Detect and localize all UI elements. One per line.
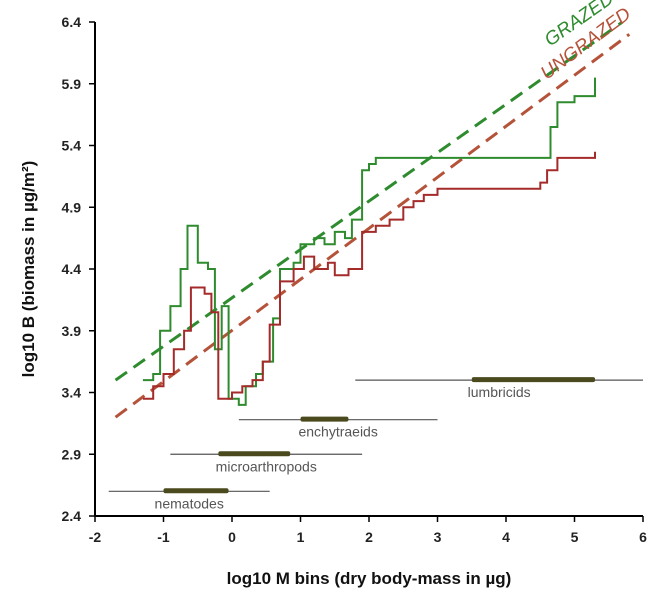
y-tick-label: 2.9 xyxy=(62,446,82,462)
x-tick-label: 3 xyxy=(434,529,442,545)
y-axis-title: log10 B (biomass in µg/m²) xyxy=(19,161,38,378)
range-bar-nematodes xyxy=(163,488,229,494)
x-tick-label: 5 xyxy=(571,529,579,545)
y-tick-label: 5.9 xyxy=(62,76,82,92)
series-line-ungrazed xyxy=(142,151,596,400)
range-label-nematodes: nematodes xyxy=(155,495,224,511)
y-tick-label: 3.4 xyxy=(62,385,82,401)
y-tick-label: 3.9 xyxy=(62,323,82,339)
y-tick-label: 4.9 xyxy=(62,199,82,215)
range-bar-enchytraeids xyxy=(300,416,349,422)
fit-line-ungrazed xyxy=(114,33,631,419)
y-tick-label: 2.4 xyxy=(62,508,82,524)
y-tick-label: 6.4 xyxy=(62,14,82,30)
y-tick-label: 5.4 xyxy=(62,138,82,154)
range-bar-microarthropods xyxy=(218,451,291,457)
range-label-enchytraeids: enchytraeids xyxy=(298,424,377,440)
range-label-lumbricids: lumbricids xyxy=(468,384,531,400)
series-line-grazed xyxy=(142,77,596,406)
x-tick-label: 4 xyxy=(502,529,510,545)
fit-line-grazed xyxy=(114,20,624,382)
x-axis-title: log10 M bins (dry body-mass in µg) xyxy=(227,569,512,588)
range-bar-lumbricids xyxy=(471,377,596,383)
x-tick-label: 2 xyxy=(365,529,373,545)
x-tick-label: -2 xyxy=(89,529,102,545)
x-tick-label: -1 xyxy=(157,529,170,545)
x-tick-label: 6 xyxy=(639,529,647,545)
x-tick-label: 0 xyxy=(228,529,236,545)
y-tick-label: 4.4 xyxy=(62,261,82,277)
range-label-microarthropods: microarthropods xyxy=(216,458,317,474)
x-tick-label: 1 xyxy=(297,529,305,545)
